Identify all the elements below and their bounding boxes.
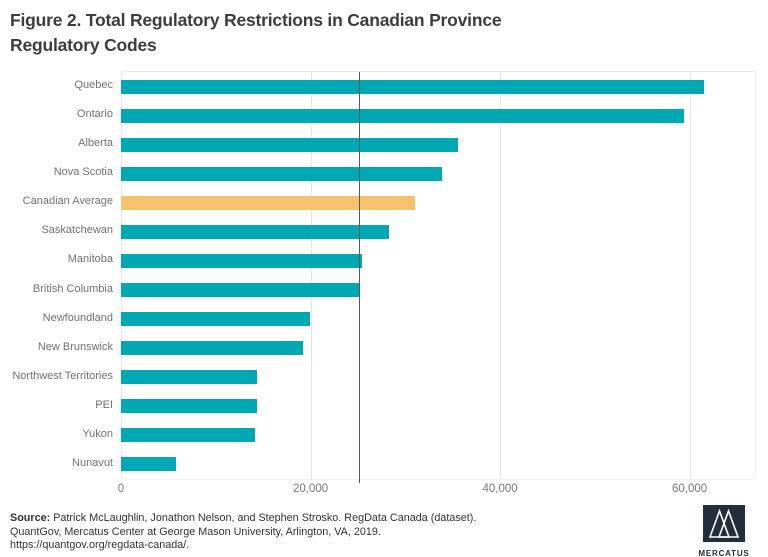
source-text: Source: Patrick McLaughlin, Jonathon Nel… [10, 512, 610, 553]
gridline-60000 [689, 72, 691, 479]
bar-newfoundland [121, 312, 310, 327]
bar-alberta [121, 137, 459, 152]
category-label-yukon: Yukon [82, 427, 113, 440]
gridline-40000 [500, 72, 502, 479]
category-label-saskatchewan: Saskatchewan [41, 224, 113, 237]
bar-northwest-territories [121, 370, 258, 385]
category-label-canadian-average: Canadian Average [22, 195, 113, 208]
bar-nunavut [121, 457, 176, 472]
figure-title-line1: Figure 2. Total Regulatory Restrictions … [10, 10, 502, 30]
source-line2: QuantGov, Mercatus Center at George Maso… [10, 525, 381, 538]
gridline-0 [121, 72, 122, 479]
category-label-new-brunswick: New Brunswick [37, 340, 113, 353]
x-axis-tick-label-60000: 60,000 [672, 483, 708, 495]
x-axis: 0 20,000 40,000 60,000 [117, 483, 755, 499]
source-line3: https://quantgov.org/regdata-canada/. [10, 539, 190, 551]
bar-manitoba [121, 253, 362, 268]
chart-plot-area [121, 71, 756, 483]
bar-ontario [121, 108, 684, 123]
x-axis-tick-label-40000: 40,000 [482, 483, 518, 495]
figure-title: Figure 2. Total Regulatory Restrictions … [10, 8, 610, 58]
source-authors: Patrick McLaughlin, Jonathon Nelson, and… [50, 512, 477, 524]
bar-british-columbia [121, 283, 359, 298]
bar-saskatchewan [121, 224, 390, 239]
bar-canadian-average [121, 195, 415, 210]
category-label-pei: PEI [95, 398, 113, 411]
category-label-ontario: Ontario [76, 108, 113, 121]
mercatus-logo: MERCATUS [694, 505, 754, 557]
mercatus-logo-text: MERCATUS [698, 549, 750, 557]
category-label-nunavut: Nunavut [72, 456, 113, 469]
reference-line [358, 72, 360, 483]
category-label-manitoba: Manitoba [67, 253, 113, 266]
source-label: Source: [10, 512, 51, 524]
category-label-quebec: Quebec [74, 79, 113, 91]
gridline-20000 [310, 72, 312, 479]
bar-pei [121, 399, 257, 414]
x-axis-tick-label-20000: 20,000 [292, 483, 329, 495]
category-label-nova-scotia: Nova Scotia [53, 166, 113, 179]
bar-quebec [121, 79, 704, 94]
bar-yukon [121, 428, 255, 443]
category-label-northwest-territories: Northwest Territories [12, 369, 113, 382]
category-label-alberta: Alberta [78, 137, 113, 150]
source-line1: Source: Patrick McLaughlin, Jonathon Nel… [10, 512, 610, 526]
category-label-british-columbia: British Columbia [32, 282, 113, 295]
figure-title-line2: Regulatory Codes [10, 35, 157, 55]
category-labels: Quebec Ontario Alberta Nova Scotia Canadian … [0, 71, 113, 478]
bar-new-brunswick [121, 341, 303, 356]
category-label-newfoundland: Newfoundland [42, 311, 113, 324]
mercatus-logo-icon [703, 505, 745, 542]
x-axis-tick-label-0: 0 [117, 483, 125, 495]
bar-nova-scotia [121, 166, 443, 181]
